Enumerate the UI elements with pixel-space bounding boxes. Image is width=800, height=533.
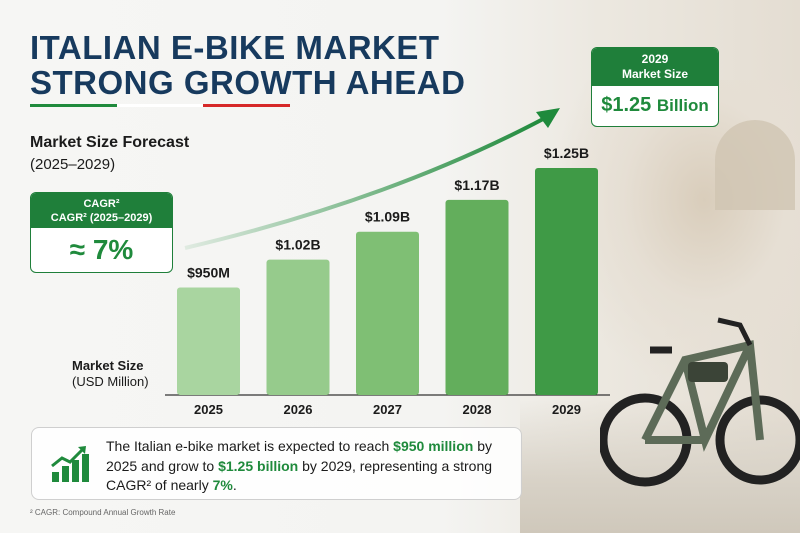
cagr-period: CAGR² (2025–2029) xyxy=(50,212,153,224)
data-label-2027: $1.09B xyxy=(365,209,410,225)
x-tick-2026: 2026 xyxy=(284,402,313,417)
data-label-2028: $1.17B xyxy=(454,177,499,193)
summary-box: The Italian e-bike market is expected to… xyxy=(31,427,522,500)
cobblestone-ground xyxy=(520,400,800,533)
bar-2025 xyxy=(177,287,240,395)
bar-2027 xyxy=(356,231,419,395)
bar-2029 xyxy=(535,168,598,395)
ebike-image xyxy=(600,317,800,487)
bar-2028 xyxy=(445,199,509,395)
growth-chart-icon xyxy=(51,446,89,482)
chart-subtitle-range: (2025–2029) xyxy=(30,156,116,173)
x-tick-2027: 2027 xyxy=(373,402,402,417)
x-tick-2029: 2029 xyxy=(552,402,581,417)
trend-arrow xyxy=(184,116,546,250)
data-label-2029: $1.25B xyxy=(544,145,589,161)
cagr-value: ≈ 7% xyxy=(69,234,134,265)
y-axis-label: Market Size (USD Million) xyxy=(72,358,149,389)
data-label-2026: $1.02B xyxy=(275,237,320,253)
page-title: ITALIAN E-BIKE MARKET STRONG GROWTH AHEAD xyxy=(30,29,466,101)
summary-text: The Italian e-bike market is expected to… xyxy=(106,438,493,493)
trend-arrow-head xyxy=(536,108,560,128)
chart-subtitle: Market Size Forecast xyxy=(30,134,190,151)
cagr-box: CAGR² CAGR² (2025–2029) ≈ 7% xyxy=(30,192,173,273)
cagr-label: CAGR² xyxy=(83,198,120,210)
dome-image xyxy=(715,120,795,210)
market-size-2029-value: $1.25 Billion xyxy=(601,94,709,116)
italian-flag-divider xyxy=(30,104,291,107)
x-tick-2028: 2028 xyxy=(463,402,492,417)
market-size-2029-box: 2029 Market Size $1.25 Billion xyxy=(591,47,719,127)
footnote: ² CAGR: Compound Annual Growth Rate xyxy=(30,508,176,517)
bar-2026 xyxy=(266,259,330,395)
x-tick-2025: 2025 xyxy=(194,402,223,417)
data-label-2025: $950M xyxy=(187,264,230,280)
